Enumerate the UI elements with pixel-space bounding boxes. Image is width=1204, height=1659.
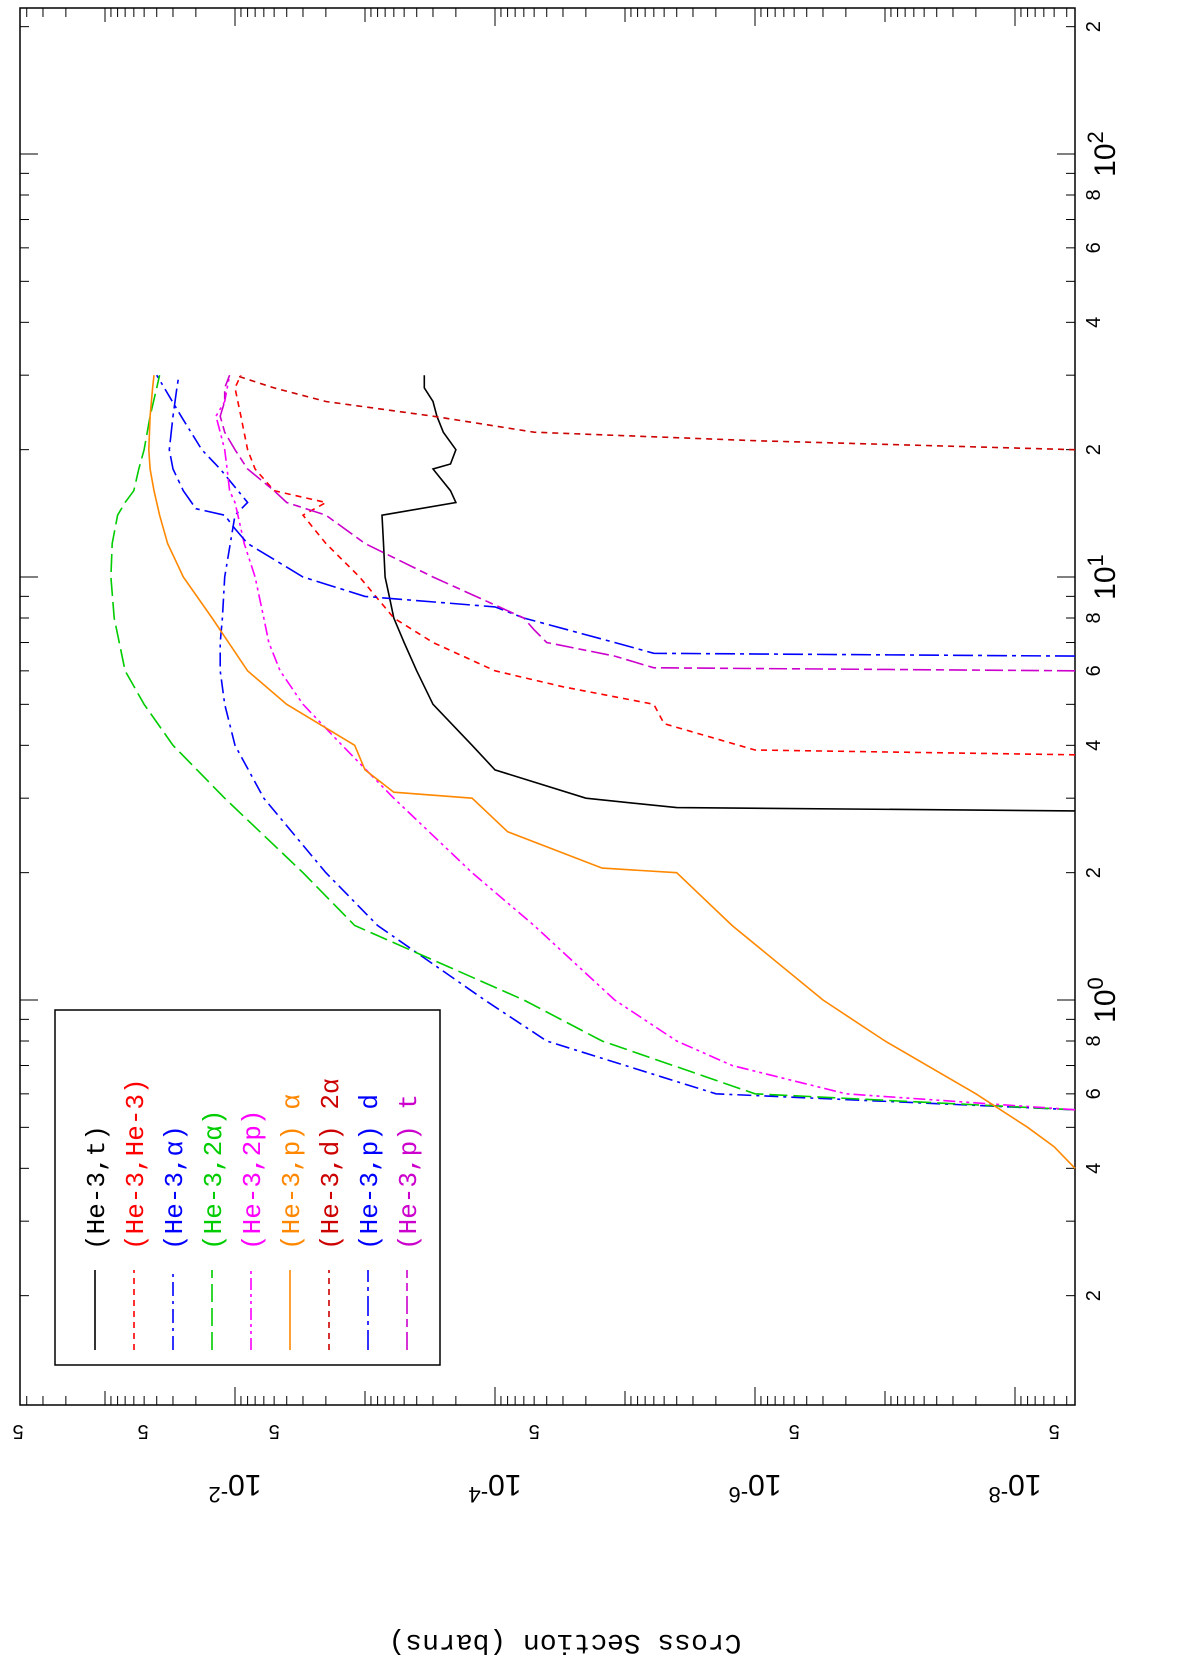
legend-label-3: (He-3,α) [160, 1125, 190, 1250]
cross-section-tick-label: 5 [789, 1420, 800, 1442]
series-line-4 [110, 375, 1076, 1111]
cross-section-tick-label: 5 [529, 1420, 540, 1442]
cross-section-tick-label: 5 [1049, 1420, 1060, 1442]
energy-tick-label: 2 [1083, 444, 1105, 455]
series-line-9 [219, 374, 1076, 672]
legend-label-5: (He-3,2p) [238, 1110, 268, 1250]
energy-tick-label: 8 [1083, 189, 1105, 200]
energy-tick-label: 6 [1083, 242, 1105, 253]
series-line-2 [234, 374, 1076, 756]
legend: (He-3,t) (He-3,He-3) (He-3,α) (He-3,2α) (He-… [54, 1009, 441, 1366]
energy-tick-label: 6 [1083, 1088, 1105, 1099]
energy-tick-label: 8 [1083, 1035, 1105, 1046]
legend-label-6: (He-3,p) α [277, 1094, 307, 1250]
legend-label-7: (He-3,d) 2α [316, 1078, 346, 1250]
legend-label-9: (He-3,p) t [394, 1094, 424, 1250]
energy-tick-label: 2 [1083, 21, 1105, 32]
energy-tick-label: 100 [1083, 977, 1122, 1023]
series-line-6 [147, 375, 1076, 1169]
energy-tick-label: 6 [1083, 665, 1105, 676]
series-line-1 [381, 375, 1076, 812]
legend-label-2: (He-3,He-3) [121, 1078, 151, 1250]
energy-tick-label: 4 [1083, 740, 1105, 751]
legend-box [54, 1009, 441, 1366]
energy-tick-label: 4 [1083, 317, 1105, 328]
cross-section-tick-label: 10-4 [469, 1468, 522, 1507]
series-layer [110, 374, 1076, 1169]
plot-frame [19, 7, 1076, 1406]
cross-section-tick-label: 5 [12, 1420, 23, 1442]
legend-label-4: (He-3,2α) [199, 1110, 229, 1250]
legend-label-1: (He-3,t) [82, 1125, 112, 1250]
series-line-7 [234, 374, 1076, 451]
series-line-8 [168, 375, 1076, 657]
energy-tick-label: 102 [1083, 131, 1122, 177]
cross-section-tick-label: 10-8 [989, 1468, 1042, 1507]
series-line-5 [215, 375, 1076, 1111]
energy-tick-label: 8 [1083, 612, 1105, 623]
chart-frame-layer [19, 7, 1076, 1406]
series-line-3 [156, 374, 1076, 1111]
cross-section-tick-label: 10-2 [209, 1468, 262, 1507]
cross-section-tick-label: 5 [137, 1420, 148, 1442]
energy-tick-label: 2 [1083, 1290, 1105, 1301]
energy-tick-label: 101 [1083, 554, 1122, 600]
energy-tick-label: 4 [1083, 1163, 1105, 1174]
legend-label-8: (He-3,p) d [355, 1094, 385, 1250]
energy-tick-label: 2 [1083, 867, 1105, 878]
axis-ticks-layer: 2 4 6 8 100 2 4 6 8 101 2 4 6 8 102 2 5 10-8 5 10-6 5 10-4 5 10… [12, 8, 1122, 1507]
cross-section-tick-label: 5 [269, 1420, 280, 1442]
cross-section-tick-label: 10-6 [729, 1468, 782, 1507]
y-axis-title: Cross Section (barns) [389, 1626, 742, 1657]
